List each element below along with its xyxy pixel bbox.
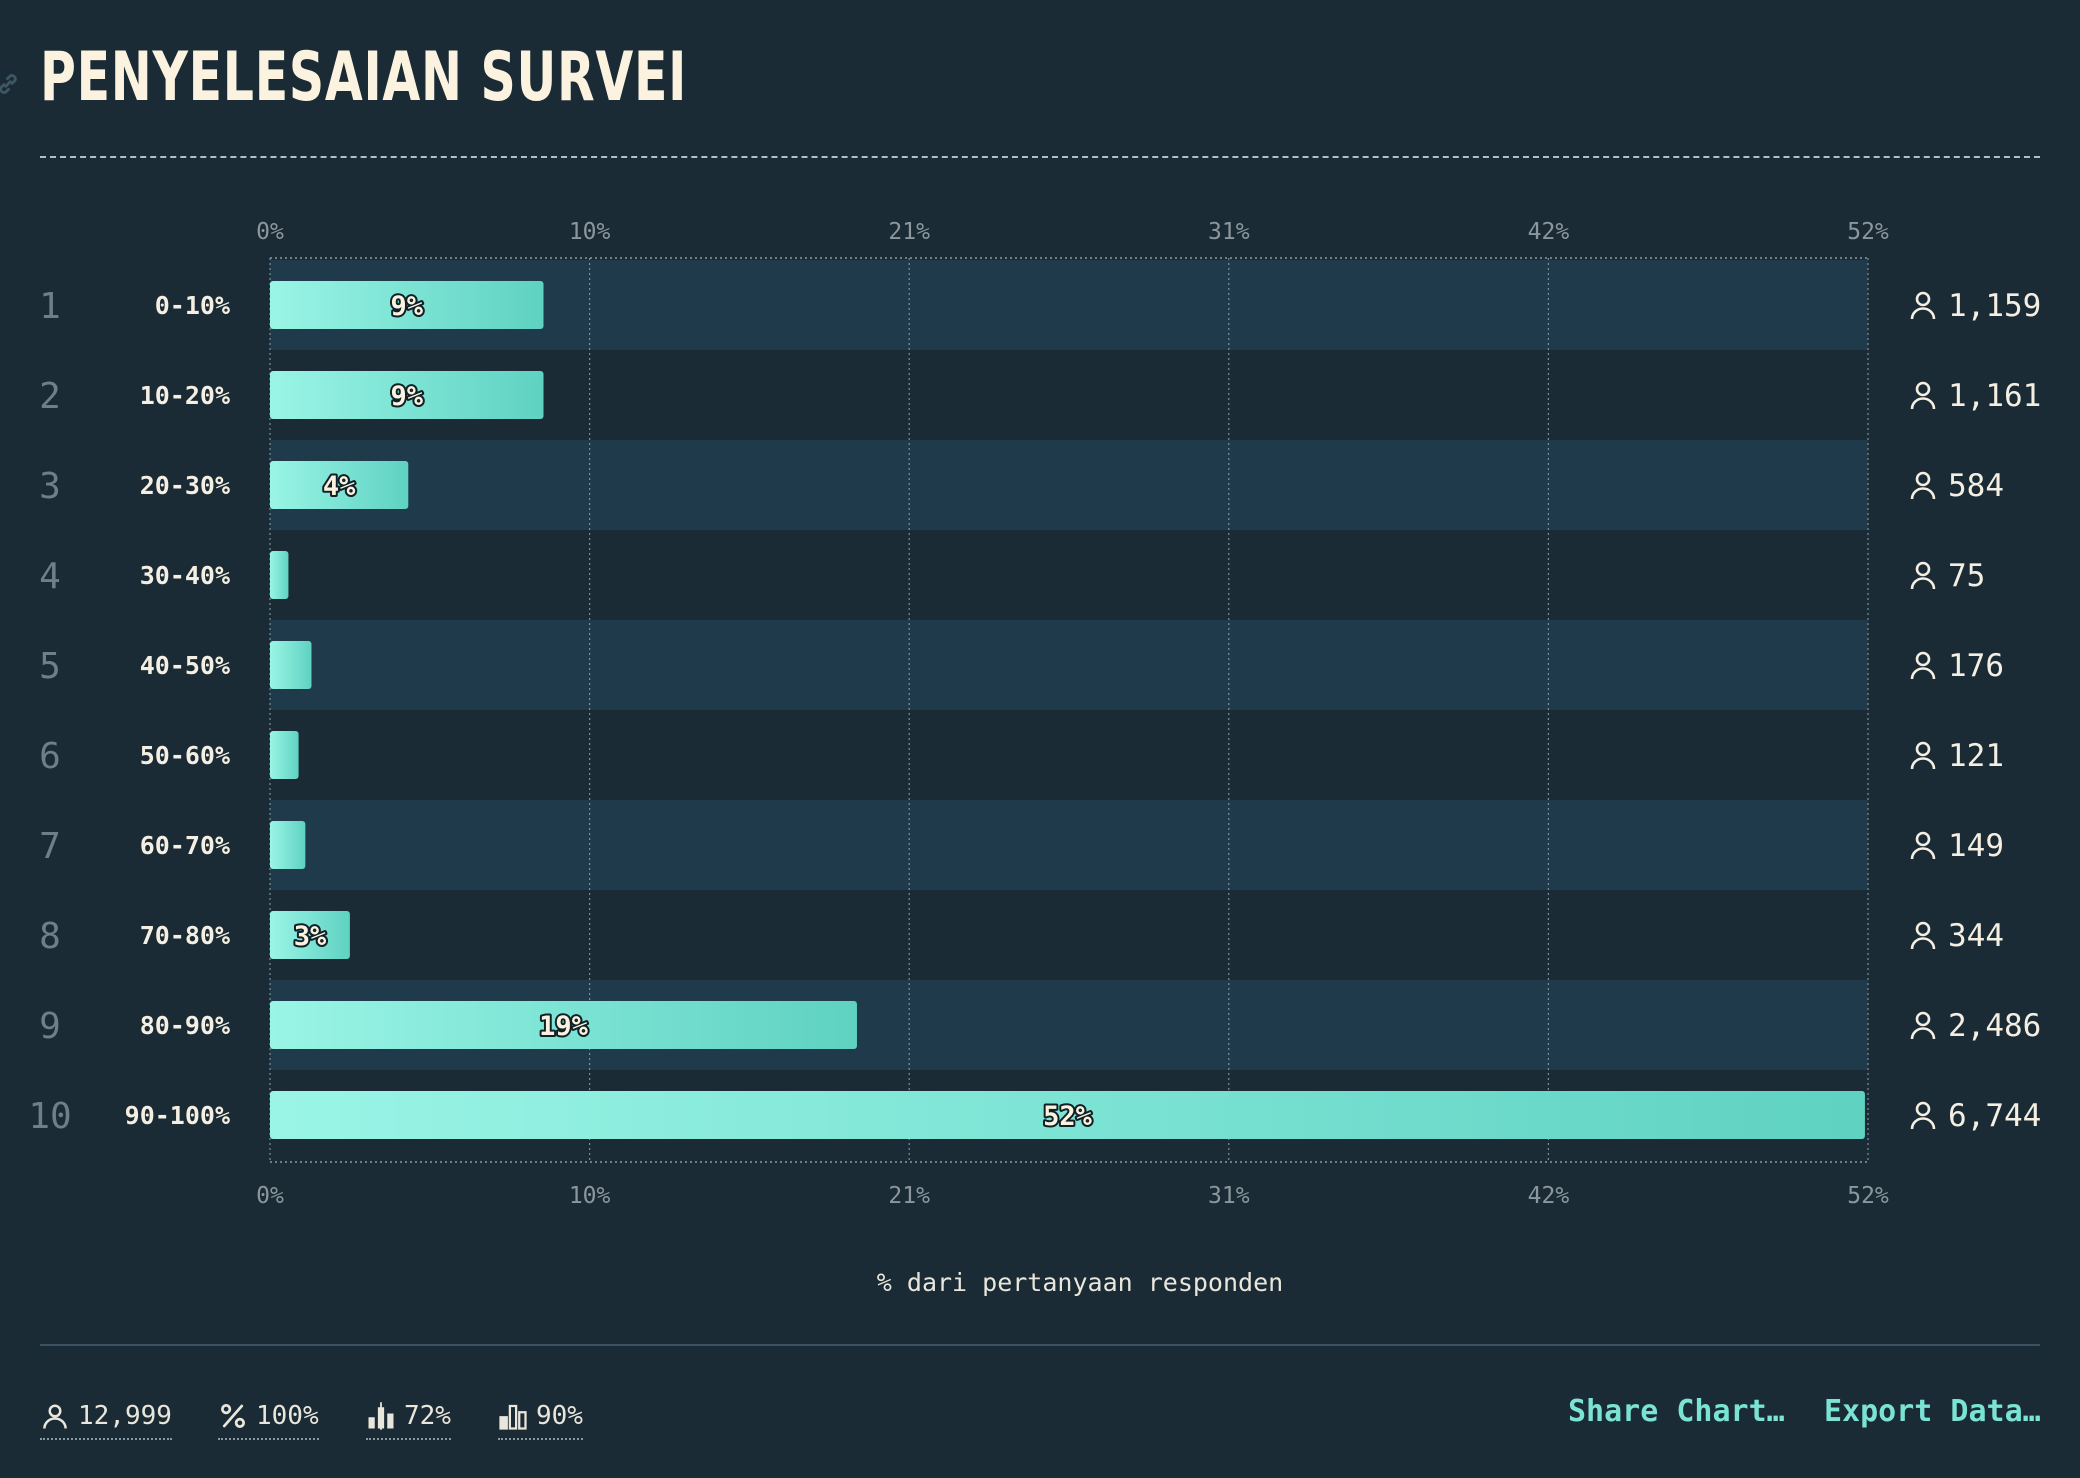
respondent-count: 176 <box>1948 648 2004 684</box>
row-band <box>270 800 1868 890</box>
median-bars-icon <box>368 1402 394 1430</box>
stat-max[interactable]: 90% <box>498 1396 583 1440</box>
x-tick-label-bottom: 10% <box>569 1183 611 1209</box>
respondent-count: 1,161 <box>1948 378 2041 414</box>
link-icon[interactable] <box>0 70 22 98</box>
bar-value-label: 52% <box>1043 1101 1093 1132</box>
category-label: 40-50% <box>140 651 230 680</box>
bar-chart: 0% 0% 10% 10% 21% 21% 31% 31% 42% 42% 52% 52% 1 0-10%… <box>28 219 2041 1209</box>
stat-total-respondents[interactable]: 12,999 <box>40 1396 172 1440</box>
rank-label: 6 <box>39 736 61 777</box>
rank-label: 4 <box>39 556 61 597</box>
bar[interactable] <box>270 1001 857 1049</box>
respondent-count: 6,744 <box>1948 1098 2041 1134</box>
bar[interactable] <box>270 551 289 599</box>
category-label: 10-20% <box>140 381 230 410</box>
person-icon <box>1910 381 1936 410</box>
x-tick-label-top: 21% <box>888 219 930 245</box>
person-icon <box>1910 651 1936 680</box>
category-label: 90-100% <box>125 1101 230 1130</box>
category-label: 20-30% <box>140 471 230 500</box>
share-chart-button[interactable]: Share Chart… <box>1568 1394 1785 1429</box>
rank-label: 8 <box>39 916 61 957</box>
bar[interactable] <box>270 461 409 509</box>
x-tick-label-bottom: 31% <box>1208 1183 1250 1209</box>
stat-percent[interactable]: 100% <box>218 1396 319 1440</box>
person-icon <box>1910 831 1936 860</box>
respondent-count: 1,159 <box>1948 288 2041 324</box>
respondent-count: 75 <box>1948 558 1985 594</box>
stat-value: 90% <box>536 1401 583 1431</box>
bar[interactable] <box>270 911 350 959</box>
rank-label: 10 <box>28 1096 71 1137</box>
stat-value: 100% <box>256 1401 319 1431</box>
stat-value: 12,999 <box>78 1401 172 1431</box>
x-tick-label-bottom: 21% <box>888 1183 930 1209</box>
x-tick-label-bottom: 42% <box>1528 1183 1570 1209</box>
respondent-count: 121 <box>1948 738 2004 774</box>
rank-label: 2 <box>39 376 61 417</box>
person-icon <box>43 1404 67 1429</box>
stat-value: 72% <box>404 1401 451 1431</box>
respondent-count: 2,486 <box>1948 1008 2041 1044</box>
stat-median[interactable]: 72% <box>366 1396 451 1440</box>
category-label: 80-90% <box>140 1011 230 1040</box>
x-tick-label-top: 10% <box>569 219 611 245</box>
category-label: 50-60% <box>140 741 230 770</box>
bar[interactable] <box>270 821 306 869</box>
bar-value-label: 3% <box>294 921 327 952</box>
rank-label: 7 <box>39 826 61 867</box>
percent-icon <box>221 1404 245 1428</box>
category-label: 30-40% <box>140 561 230 590</box>
bar[interactable] <box>270 371 544 419</box>
export-data-button[interactable]: Export Data… <box>1824 1394 2041 1429</box>
chart-title: PENYELESAIAN SURVEI <box>40 38 688 117</box>
bar[interactable] <box>270 731 299 779</box>
bar-value-label: 19% <box>539 1011 589 1042</box>
x-axis-label: % dari pertanyaan responden <box>876 1268 1284 1297</box>
rank-label: 9 <box>39 1006 61 1047</box>
person-icon <box>1910 561 1936 590</box>
person-icon <box>1910 291 1936 320</box>
rank-label: 1 <box>39 286 61 327</box>
bar[interactable] <box>270 641 312 689</box>
person-icon <box>1910 1101 1936 1130</box>
bar-value-label: 9% <box>390 381 423 412</box>
x-tick-label-bottom: 52% <box>1847 1183 1889 1209</box>
x-tick-label-top: 31% <box>1208 219 1250 245</box>
person-icon <box>1910 471 1936 500</box>
category-label: 70-80% <box>140 921 230 950</box>
person-icon <box>1910 1011 1936 1040</box>
category-label: 60-70% <box>140 831 230 860</box>
category-label: 0-10% <box>155 291 230 320</box>
title-divider <box>40 156 2040 158</box>
respondent-count: 584 <box>1948 468 2004 504</box>
person-icon <box>1910 921 1936 950</box>
bar-value-label: 4% <box>323 471 356 502</box>
bar[interactable] <box>270 281 544 329</box>
person-icon <box>1910 741 1936 770</box>
row-band <box>270 440 1868 530</box>
respondent-count: 149 <box>1948 828 2004 864</box>
bar[interactable] <box>270 1091 1865 1139</box>
footer-divider <box>40 1344 2040 1346</box>
respondent-count: 344 <box>1948 918 2004 954</box>
x-tick-label-top: 52% <box>1847 219 1889 245</box>
bar-value-label: 9% <box>390 291 423 322</box>
x-tick-label-top: 0% <box>256 219 284 245</box>
x-tick-label-bottom: 0% <box>256 1183 284 1209</box>
rank-label: 5 <box>39 646 61 687</box>
row-band <box>270 620 1868 710</box>
bars-icon <box>499 1404 527 1430</box>
rank-label: 3 <box>39 466 61 507</box>
x-tick-label-top: 42% <box>1528 219 1570 245</box>
footer: 12,999 100% 72% 90% Share Chart… Export … <box>40 1390 2041 1440</box>
